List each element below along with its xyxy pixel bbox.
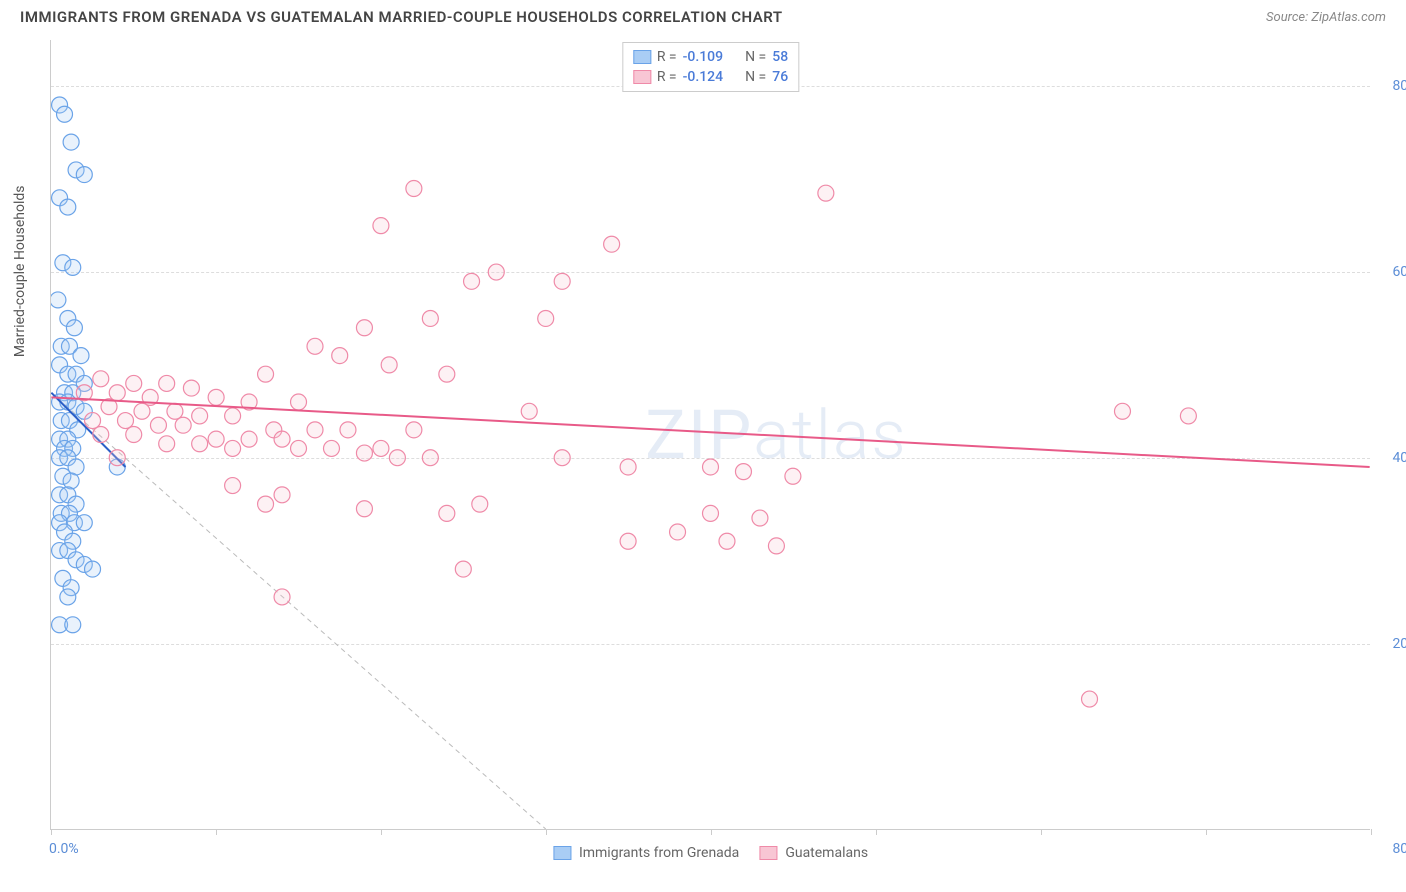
series-legend: Immigrants from Grenada Guatemalans [553,845,868,861]
legend-swatch-guatemalans [633,70,651,84]
legend-row-grenada: R = -0.109 N = 58 [633,47,788,67]
r-value-guatemalans: -0.124 [683,69,723,85]
legend-item-guatemalans: Guatemalans [759,845,868,861]
x-tick-end: 80.0% [1392,841,1406,857]
legend-swatch-icon [759,846,777,860]
legend-item-grenada: Immigrants from Grenada [553,845,739,861]
y-tick-label: 80.0% [1392,78,1406,94]
x-tick-start: 0.0% [49,841,79,857]
n-value-guatemalans: 76 [772,69,788,85]
y-axis-label: Married-couple Households [12,185,28,357]
correlation-legend: R = -0.109 N = 58 R = -0.124 N = 76 [622,42,799,92]
n-value-grenada: 58 [772,49,788,65]
n-label: N = [745,49,766,65]
chart-title: IMMIGRANTS FROM GRENADA VS GUATEMALAN MA… [20,8,783,26]
y-tick-label: 20.0% [1392,636,1406,652]
n-label: N = [745,69,766,85]
plot-area: ZIPatlas R = -0.109 N = 58 R = -0.124 N … [50,40,1370,830]
scatter-svg [51,40,1370,829]
r-value-grenada: -0.109 [683,49,723,65]
legend-row-guatemalans: R = -0.124 N = 76 [633,67,788,87]
legend-swatch-icon [553,846,571,860]
y-tick-label: 40.0% [1392,450,1406,466]
legend-swatch-grenada [633,50,651,64]
legend-label-grenada: Immigrants from Grenada [579,845,739,861]
legend-label-guatemalans: Guatemalans [785,845,868,861]
chart-container: Married-couple Households ZIPatlas R = -… [50,40,1386,830]
y-tick-label: 60.0% [1392,264,1406,280]
r-label: R = [657,49,677,65]
r-label: R = [657,69,677,85]
source-attribution: Source: ZipAtlas.com [1266,10,1386,25]
